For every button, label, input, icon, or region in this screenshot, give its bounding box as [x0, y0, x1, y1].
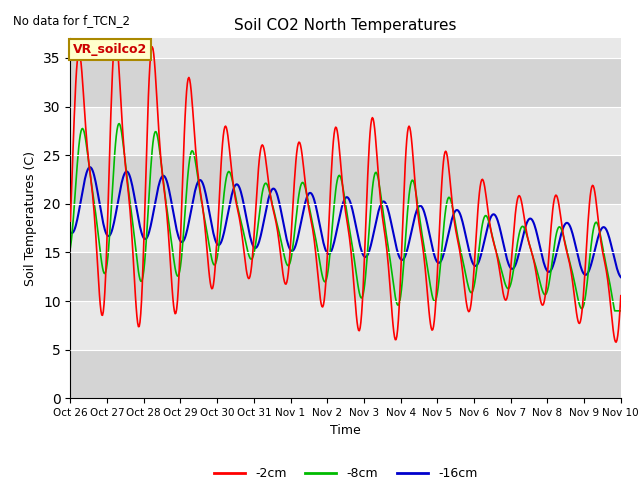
Title: Soil CO2 North Temperatures: Soil CO2 North Temperatures — [234, 18, 457, 33]
Y-axis label: Soil Temperatures (C): Soil Temperatures (C) — [24, 151, 38, 286]
Text: No data for f_TCN_2: No data for f_TCN_2 — [13, 14, 130, 27]
Text: VR_soilco2: VR_soilco2 — [73, 43, 147, 56]
X-axis label: Time: Time — [330, 424, 361, 437]
Bar — [70, 252, 621, 301]
Bar — [70, 350, 621, 398]
Bar — [70, 155, 621, 204]
Bar — [70, 58, 621, 107]
Legend: -2cm, -8cm, -16cm: -2cm, -8cm, -16cm — [209, 462, 483, 480]
